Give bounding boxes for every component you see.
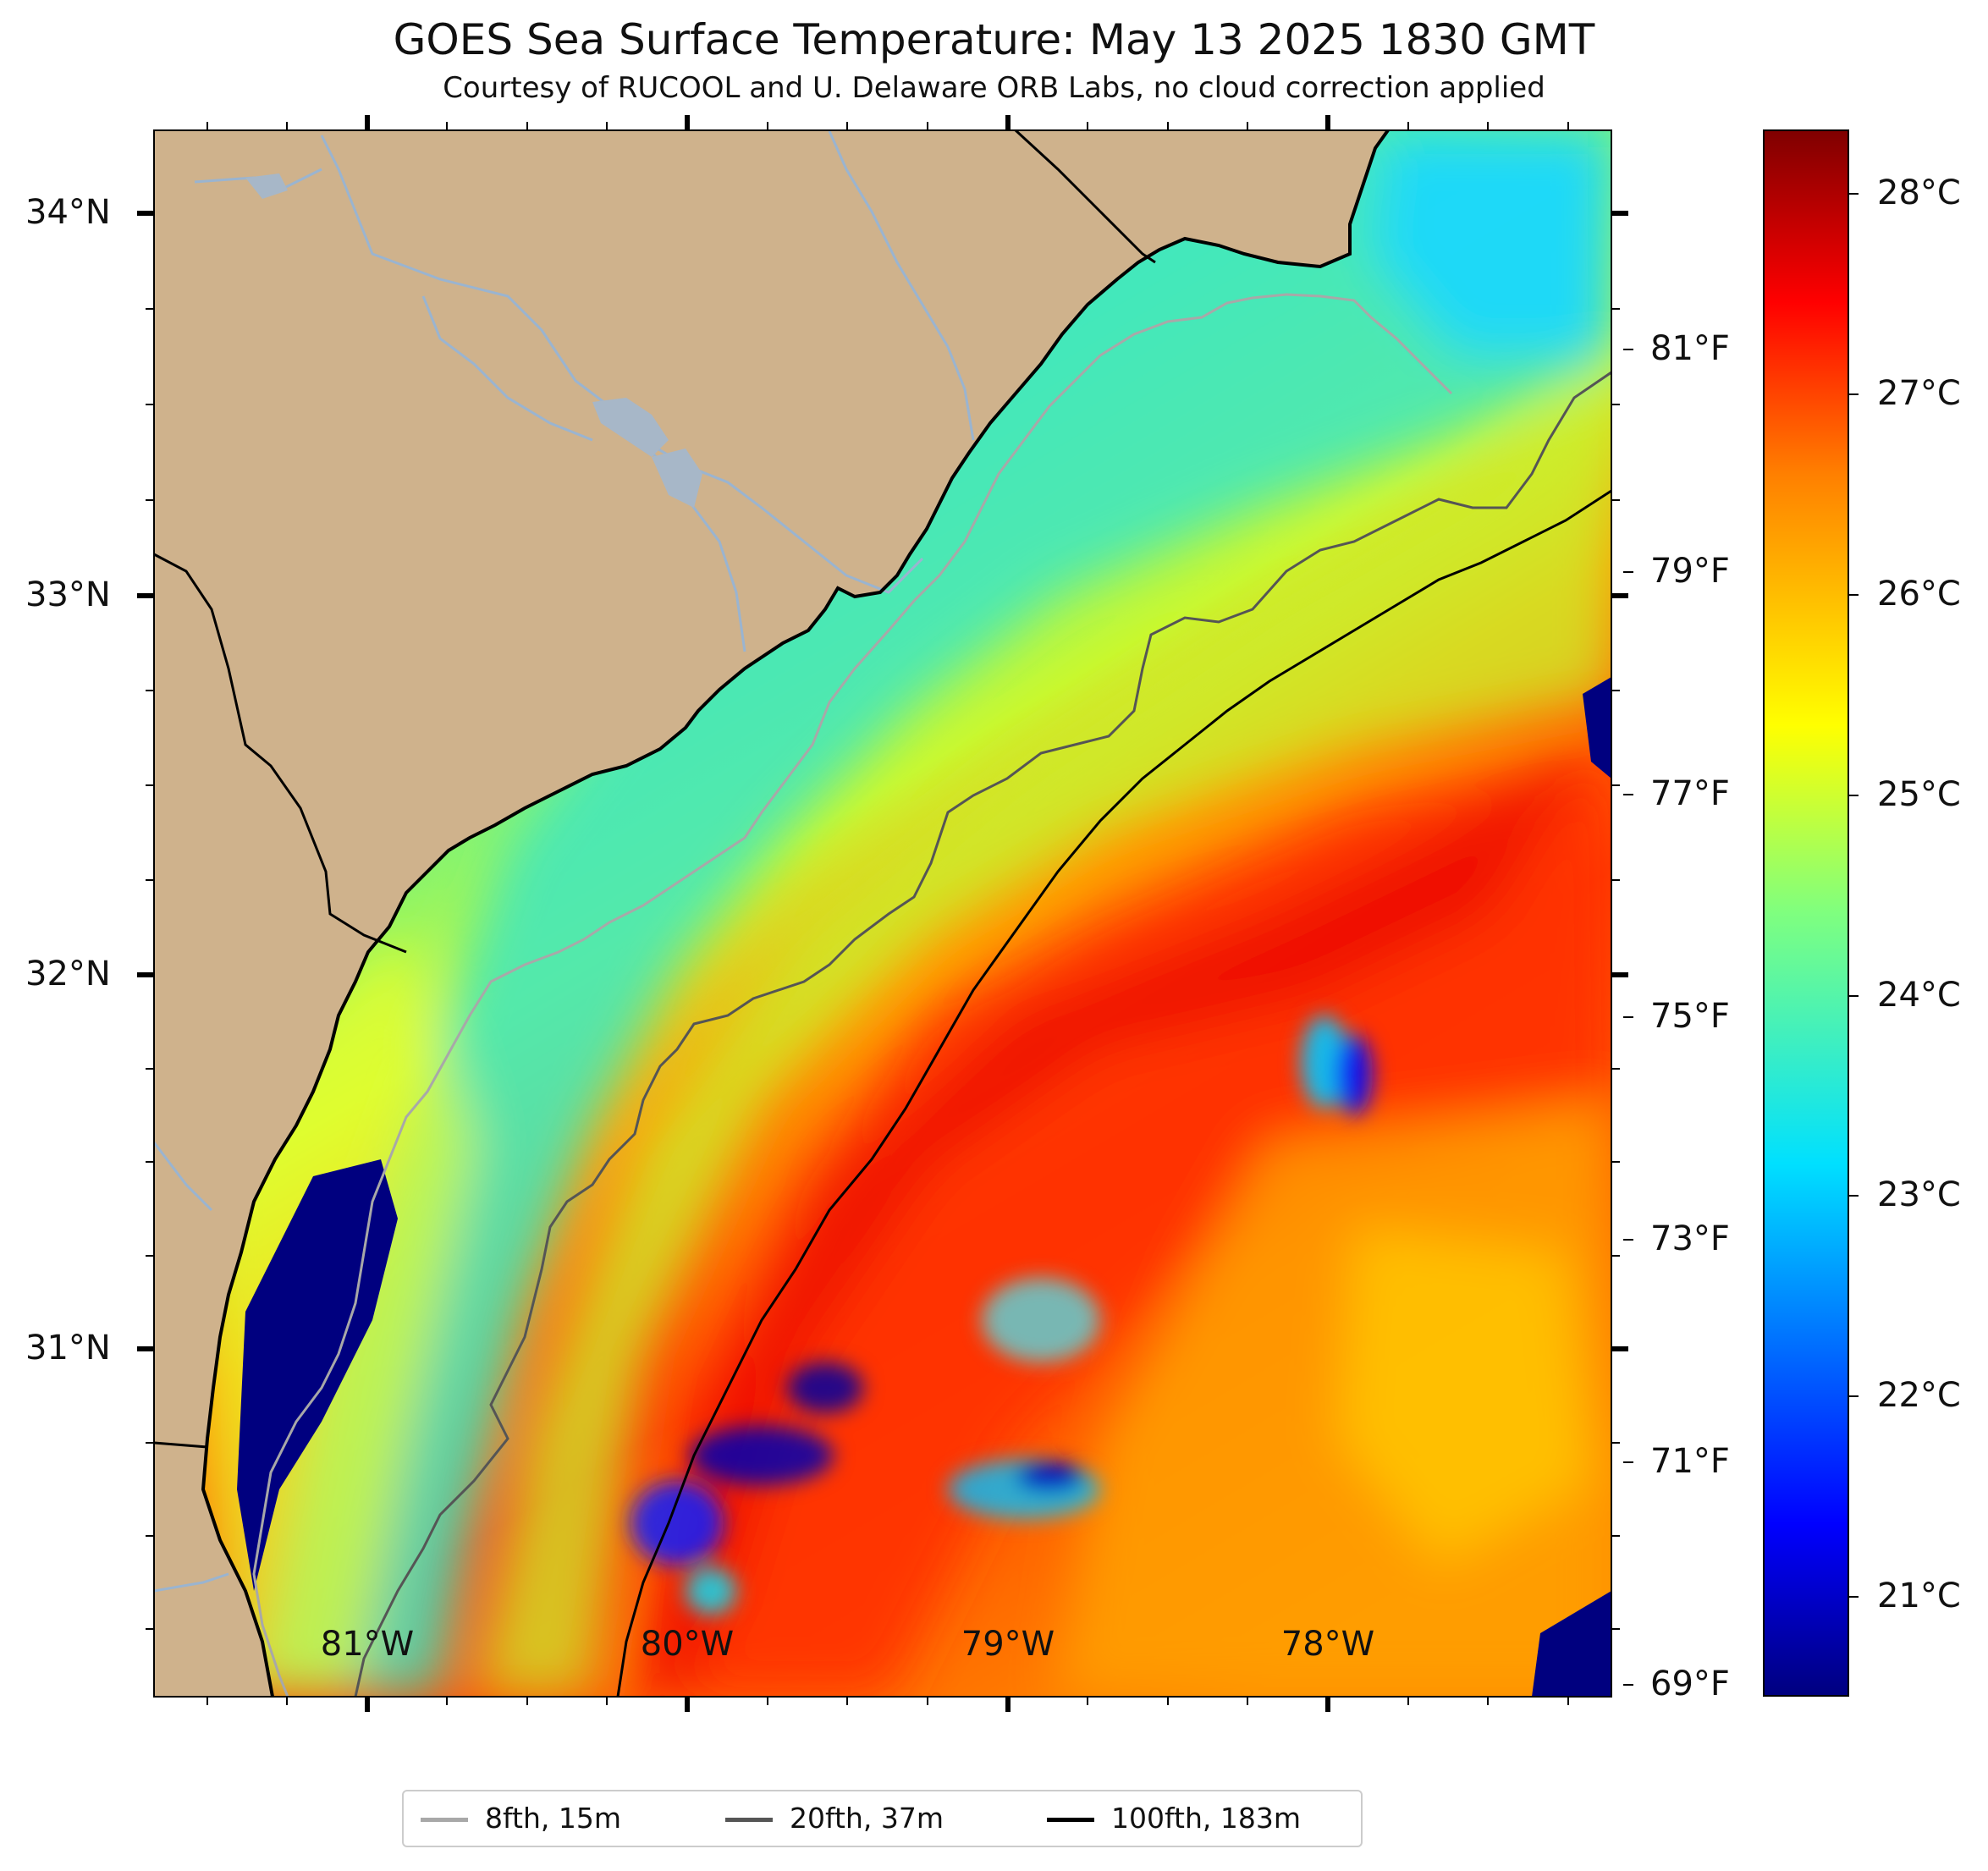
lat-label-31n: 31°N (25, 1329, 111, 1367)
river (154, 1142, 213, 1212)
gulf-stream-core (643, 745, 1591, 1697)
lat-label-33n: 33°N (25, 575, 111, 614)
midshelf-yellow-band (474, 355, 1611, 1697)
northeast-cyan-zone (1371, 130, 1611, 355)
legend-label: 20fth, 37m (790, 1802, 944, 1835)
colorbar-f-label: 77°F (1650, 774, 1730, 813)
cold-patch-southeast (1532, 1591, 1611, 1697)
cloud-patch (690, 1426, 834, 1485)
colorbar-f-label: 71°F (1650, 1442, 1730, 1481)
map-frame (153, 129, 1612, 1698)
map-title: GOES Sea Surface Temperature: May 13 202… (393, 15, 1595, 64)
legend-line-swatch (1047, 1818, 1094, 1822)
minor-ticks (146, 122, 1620, 1705)
colorbar-f-label: 69°F (1650, 1665, 1730, 1703)
legend-line-swatch (725, 1818, 773, 1822)
river (828, 130, 975, 441)
river (154, 1572, 229, 1593)
lon-label-80w: 80°W (640, 1625, 735, 1664)
lon-label-81w: 81°W (320, 1625, 415, 1664)
cloud-patch (787, 1362, 863, 1413)
cold-patch-east (1583, 677, 1611, 779)
cloud-patch (1016, 1461, 1083, 1492)
colorbar-fahrenheit-ticks (1623, 349, 1633, 1686)
cloud-patch (686, 1567, 736, 1615)
lat-major-ticks (137, 211, 1628, 1351)
state-border (154, 553, 407, 954)
lake (592, 398, 669, 457)
cloud-patch (982, 1278, 1100, 1362)
lake (245, 173, 288, 199)
colorbar-c-label: 23°C (1877, 1175, 1961, 1214)
colorbar-f-label: 79°F (1650, 552, 1730, 591)
map-subtitle: Courtesy of RUCOOL and U. Delaware ORB L… (443, 71, 1545, 105)
cloud-patch (1335, 1034, 1373, 1115)
colorbar-c-label: 26°C (1877, 575, 1961, 614)
colorbar-celsius-ticks (1848, 193, 1859, 1598)
legend-line-swatch (421, 1818, 468, 1822)
isobath-20fth (354, 371, 1611, 1697)
lat-label-32n: 32°N (25, 955, 111, 993)
legend-label: 100fth, 183m (1111, 1802, 1301, 1835)
lake (652, 448, 702, 508)
legend-label: 8fth, 15m (485, 1802, 622, 1835)
coastline (201, 130, 1390, 1697)
land-area (154, 130, 1388, 1697)
river (421, 295, 593, 442)
colorbar-c-label: 25°C (1877, 775, 1961, 814)
colorbar-f-label: 81°F (1650, 329, 1730, 368)
colorbar-c-label: 21°C (1877, 1577, 1961, 1615)
colorbar-f-label: 73°F (1650, 1219, 1730, 1258)
colorbar-c-label: 28°C (1877, 173, 1961, 212)
colorbar-c-label: 24°C (1877, 976, 1961, 1015)
lon-label-79w: 79°W (961, 1625, 1055, 1664)
state-border (154, 1441, 208, 1449)
warm-gulf-stream-zone (626, 762, 1611, 1697)
southeast-yellow-swirl (1337, 1227, 1591, 1566)
lat-label-34n: 34°N (25, 193, 111, 232)
map-area (154, 130, 1611, 1697)
lon-major-ticks (365, 115, 1330, 1712)
river (320, 135, 746, 652)
lon-label-78w: 78°W (1280, 1625, 1375, 1664)
isobath-legend: 8fth, 15m 20fth, 37m 100fth, 183m (402, 1790, 1363, 1847)
colorbar-c-label: 27°C (1877, 374, 1961, 413)
isobath-8fth (252, 293, 1453, 1697)
colorbar-f-label: 75°F (1650, 997, 1730, 1036)
isobath-100fth (616, 489, 1611, 1697)
cloud-patch (631, 1481, 724, 1566)
colorbar-c-label: 22°C (1877, 1376, 1961, 1415)
cold-patch-nearshore (237, 1159, 398, 1591)
colorbar (1763, 129, 1849, 1697)
